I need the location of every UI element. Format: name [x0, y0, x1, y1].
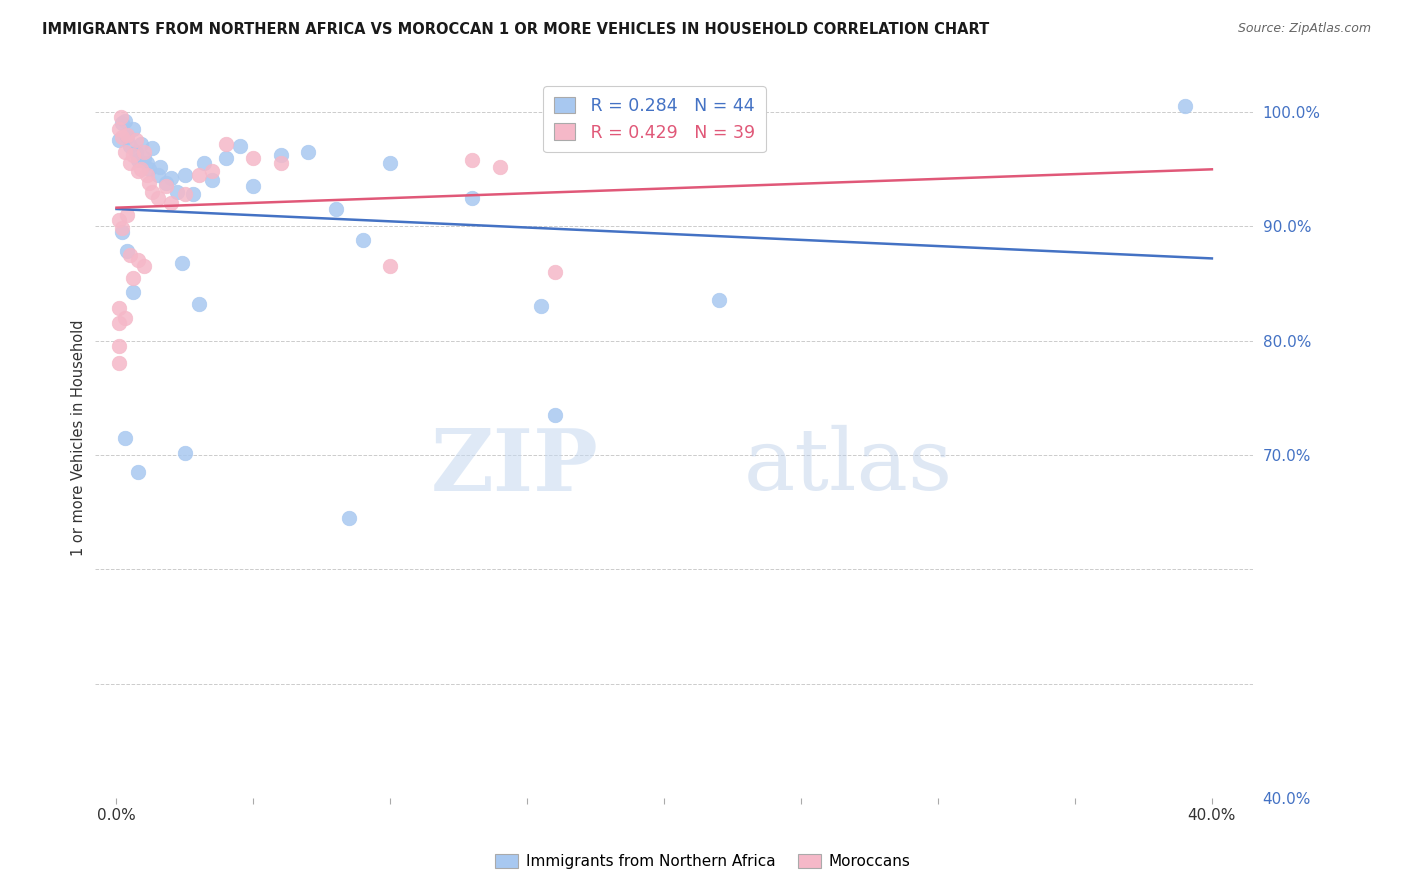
- Point: [146, 190, 169, 204]
- Point: [461, 153, 484, 167]
- Point: [111, 221, 134, 235]
- Legend: Immigrants from Northern Africa, Moroccans: Immigrants from Northern Africa, Morocca…: [489, 848, 917, 875]
- Point: [108, 317, 131, 331]
- Point: [129, 136, 152, 151]
- Point: [114, 431, 136, 445]
- Point: [135, 156, 157, 170]
- Point: [132, 151, 155, 165]
- Point: [111, 129, 134, 144]
- Point: [114, 145, 136, 159]
- Point: [108, 356, 131, 370]
- Point: [117, 129, 139, 144]
- Point: [124, 145, 146, 159]
- Point: [122, 270, 145, 285]
- Point: [117, 208, 139, 222]
- Point: [543, 408, 565, 422]
- Point: [270, 156, 292, 170]
- Point: [187, 297, 209, 311]
- Point: [120, 139, 142, 153]
- Point: [129, 161, 152, 176]
- Point: [114, 114, 136, 128]
- Point: [215, 151, 238, 165]
- Point: [160, 196, 183, 211]
- Point: [108, 133, 131, 147]
- Point: [181, 187, 204, 202]
- Point: [127, 465, 149, 479]
- Text: ZIP: ZIP: [430, 425, 599, 508]
- Point: [138, 176, 160, 190]
- Text: atlas: atlas: [744, 425, 952, 508]
- Point: [146, 168, 169, 182]
- Point: [108, 213, 131, 227]
- Point: [1173, 99, 1195, 113]
- Point: [117, 244, 139, 259]
- Point: [707, 293, 730, 308]
- Point: [166, 185, 188, 199]
- Point: [108, 122, 131, 136]
- Point: [242, 151, 264, 165]
- Point: [117, 128, 139, 142]
- Point: [461, 190, 484, 204]
- Point: [352, 233, 374, 247]
- Point: [270, 148, 292, 162]
- Point: [193, 156, 215, 170]
- Point: [174, 445, 197, 459]
- Point: [132, 259, 155, 273]
- Point: [120, 248, 142, 262]
- Point: [135, 168, 157, 182]
- Point: [201, 173, 224, 187]
- Point: [242, 179, 264, 194]
- Point: [111, 225, 134, 239]
- Point: [110, 111, 132, 125]
- Point: [122, 122, 145, 136]
- Point: [228, 139, 250, 153]
- Point: [297, 145, 319, 159]
- Point: [380, 156, 402, 170]
- Text: Source: ZipAtlas.com: Source: ZipAtlas.com: [1237, 22, 1371, 36]
- Point: [127, 164, 149, 178]
- Point: [543, 265, 565, 279]
- Point: [132, 145, 155, 159]
- Legend:  R = 0.284   N = 44,  R = 0.429   N = 39: R = 0.284 N = 44, R = 0.429 N = 39: [544, 87, 766, 153]
- Y-axis label: 1 or more Vehicles in Household: 1 or more Vehicles in Household: [72, 319, 86, 556]
- Point: [489, 160, 512, 174]
- Point: [122, 285, 145, 300]
- Point: [325, 202, 347, 216]
- Point: [127, 153, 149, 167]
- Point: [174, 168, 197, 182]
- Point: [138, 161, 160, 176]
- Point: [172, 256, 194, 270]
- Point: [127, 253, 149, 268]
- Point: [114, 310, 136, 325]
- Point: [141, 185, 163, 199]
- Point: [380, 259, 402, 273]
- Point: [120, 156, 142, 170]
- Point: [122, 148, 145, 162]
- Point: [124, 133, 146, 147]
- Point: [215, 136, 238, 151]
- Point: [337, 511, 360, 525]
- Point: [108, 301, 131, 316]
- Point: [201, 164, 224, 178]
- Point: [108, 339, 131, 353]
- Point: [155, 179, 177, 194]
- Point: [160, 171, 183, 186]
- Point: [187, 168, 209, 182]
- Text: IMMIGRANTS FROM NORTHERN AFRICA VS MOROCCAN 1 OR MORE VEHICLES IN HOUSEHOLD CORR: IMMIGRANTS FROM NORTHERN AFRICA VS MOROC…: [42, 22, 990, 37]
- Point: [141, 141, 163, 155]
- Point: [530, 299, 553, 313]
- Point: [111, 116, 134, 130]
- Point: [155, 176, 177, 190]
- Point: [174, 187, 197, 202]
- Point: [149, 160, 172, 174]
